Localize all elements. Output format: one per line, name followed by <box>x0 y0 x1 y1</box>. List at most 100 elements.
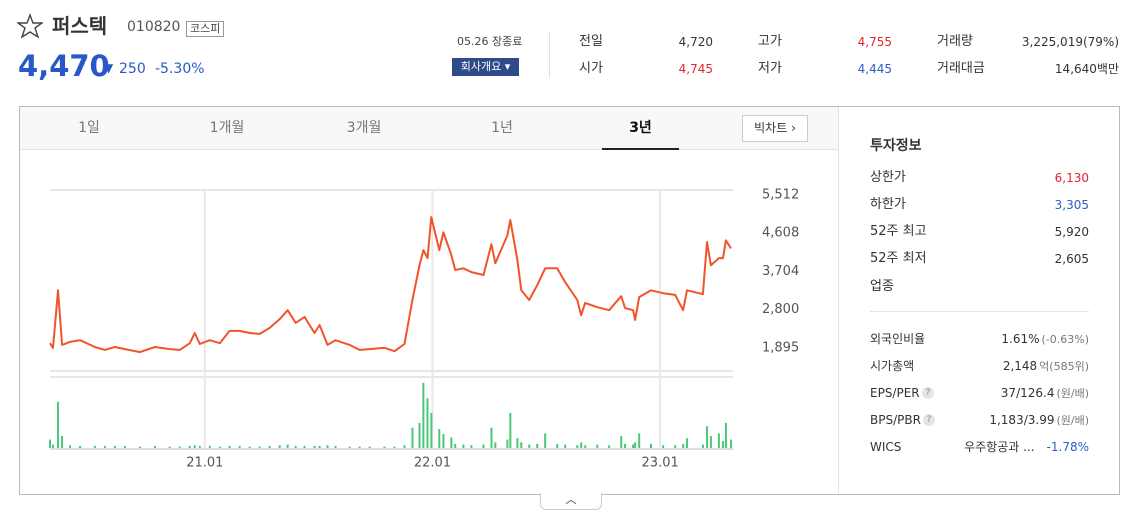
volume-bar <box>528 444 531 448</box>
volume-bar <box>490 427 493 448</box>
info-label: 52주 최저 <box>870 251 927 266</box>
x-tick-label: 23.01 <box>642 456 679 471</box>
tab-active[interactable]: 3년 <box>602 107 679 150</box>
quote-value: 14,640백만 <box>1054 62 1119 76</box>
volume-bar <box>596 444 599 448</box>
volume-bar <box>358 446 361 448</box>
y-tick-label: 2,800 <box>762 302 799 317</box>
volume-bar <box>248 446 251 448</box>
volume-bar <box>430 413 433 448</box>
volume-bar <box>334 445 337 448</box>
quote-label: 전일 <box>579 34 603 49</box>
volume-bar <box>638 433 641 448</box>
volume-bar <box>580 442 583 448</box>
stock-code: 010820 <box>127 19 181 35</box>
volume-bar <box>61 436 64 448</box>
tab[interactable]: 1년 <box>491 120 513 136</box>
company-button[interactable]: 회사개요 ▾ <box>452 58 519 76</box>
volume-bar <box>422 382 425 448</box>
stock-name: 퍼스텍 <box>52 14 108 38</box>
volume-bar <box>724 422 727 448</box>
volume-bar <box>393 446 396 448</box>
volume-bar <box>509 413 512 448</box>
price: 4,470 <box>18 49 110 83</box>
divider <box>838 107 839 493</box>
info-label: EPS/PER <box>870 386 920 400</box>
y-tick-label: 5,512 <box>762 187 799 202</box>
info-label: WICS <box>870 440 902 454</box>
volume-bar <box>462 444 465 448</box>
market-status: 05.26 장종료 <box>457 35 523 48</box>
volume-bar <box>632 444 635 448</box>
volume-bar <box>650 443 653 448</box>
info-value: 2,148 <box>1002 359 1038 373</box>
volume-bar <box>348 446 351 448</box>
volume-bar <box>454 443 457 448</box>
info-value-group: 1,183/3.99 (원/배) <box>989 411 1089 430</box>
info-title: 투자정보 <box>870 138 922 154</box>
volume-bar <box>620 436 623 448</box>
big-chart-button[interactable]: 빅차트 › <box>742 115 808 142</box>
volume-bar <box>608 445 611 448</box>
divider <box>549 32 550 78</box>
info-value-group: 37/126.4 (원/배) <box>1001 384 1089 403</box>
volume-bar <box>138 446 141 448</box>
info-value-group: 우주항공과 ... -1.78% <box>964 438 1089 456</box>
x-tick-label: 21.01 <box>186 456 223 471</box>
quote-label: 고가 <box>758 34 782 49</box>
volume-bar <box>313 445 316 448</box>
volume-bar <box>709 436 712 448</box>
tab[interactable]: 1개월 <box>209 120 245 136</box>
volume-bar <box>103 445 106 448</box>
volume-bar <box>238 445 241 448</box>
quote-value: 4,755 <box>857 35 892 49</box>
tab-bar <box>20 107 838 150</box>
info-value: 1,183/3.99 <box>989 413 1055 427</box>
volume-bar <box>258 446 261 448</box>
volume-bar <box>56 401 59 448</box>
price-line <box>49 216 732 354</box>
change-rate: -5.30% <box>155 61 205 77</box>
volume-bar <box>701 444 704 448</box>
down-arrow: ▼ <box>104 61 114 75</box>
info-value: 2,605 <box>1054 252 1089 266</box>
tab[interactable]: 3개월 <box>346 120 382 136</box>
volume-bar <box>682 443 685 448</box>
volume-bar <box>721 441 724 448</box>
volume-bar <box>706 426 709 448</box>
volume-bar <box>516 438 519 448</box>
info-value: 1.61% <box>1001 332 1040 346</box>
favorite-star[interactable] <box>17 13 43 39</box>
volume-bar <box>403 445 406 448</box>
volume-bar <box>544 433 547 448</box>
tab[interactable]: 1일 <box>78 120 100 136</box>
quote-label: 시가 <box>579 61 603 76</box>
volume-bar <box>729 439 732 448</box>
info-label: 업종 <box>870 279 894 294</box>
volume-bar <box>51 444 54 448</box>
y-tick-label: 1,895 <box>762 341 799 356</box>
quote-value: 4,720 <box>678 35 713 49</box>
big-chart-label: 빅차트 <box>754 121 788 135</box>
help-icon[interactable]: ? <box>923 414 935 426</box>
volume-bar <box>198 445 201 448</box>
volume-bar <box>49 439 51 448</box>
volume-bar <box>168 446 171 448</box>
quote-label: 거래대금 <box>937 61 985 76</box>
volume-bar <box>93 445 96 448</box>
info-value: 6,130 <box>1054 171 1089 185</box>
collapse-toggle[interactable]: ︿ <box>540 493 602 510</box>
volume-bar <box>442 434 445 448</box>
y-tick-label: 3,704 <box>762 264 799 279</box>
help-icon[interactable]: ? <box>922 387 934 399</box>
volume-bar <box>674 445 677 448</box>
info-note: -1.78% <box>1046 440 1089 454</box>
volume-bar <box>193 445 196 448</box>
volume-bar <box>470 445 473 448</box>
volume-bar <box>153 445 156 448</box>
info-label: 외국인비율 <box>870 332 926 346</box>
market-badge: 코스피 <box>186 21 225 37</box>
volume-bar <box>286 444 289 448</box>
info-label: 시가총액 <box>870 359 915 373</box>
